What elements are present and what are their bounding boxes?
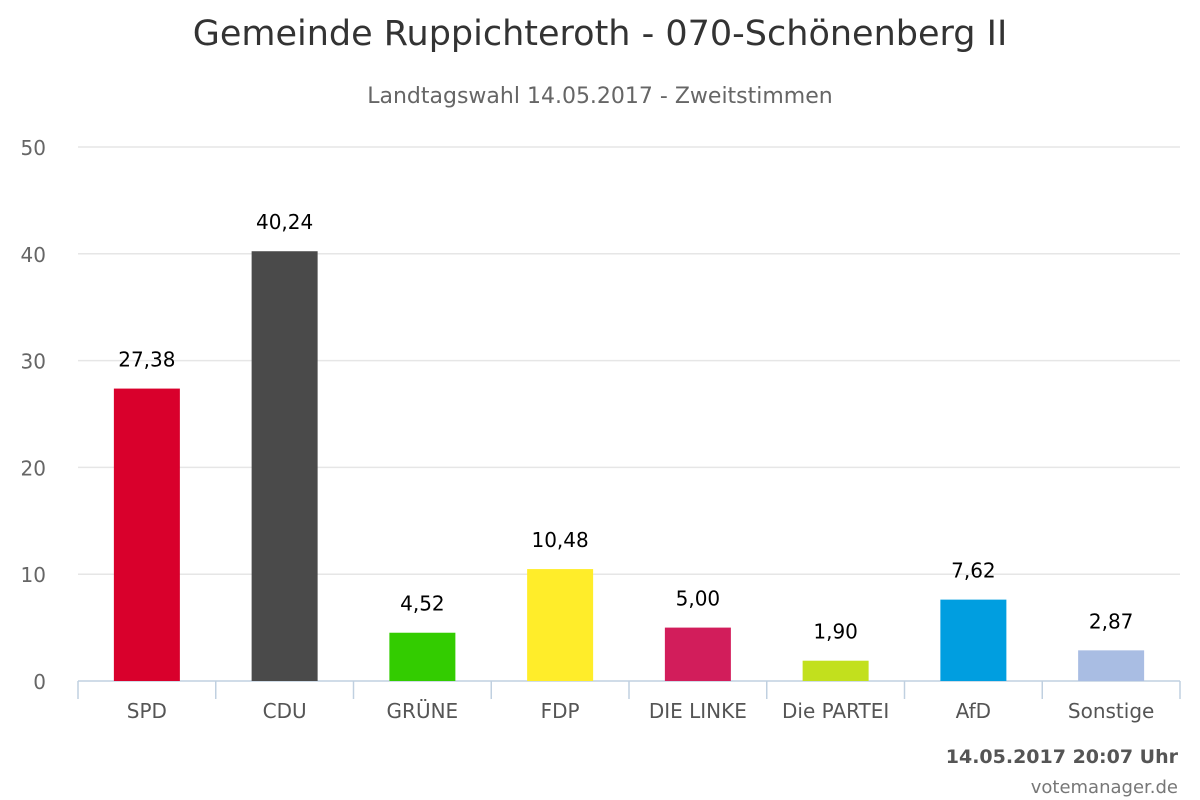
- data-label: 4,52: [400, 592, 445, 616]
- y-tick-label: 20: [21, 456, 46, 480]
- bar: [527, 569, 594, 681]
- bar: [664, 627, 731, 681]
- y-tick-label: 40: [21, 243, 46, 267]
- data-label: 40,24: [256, 210, 313, 234]
- data-label: 5,00: [676, 587, 721, 611]
- y-tick-label: 0: [33, 670, 46, 694]
- bar: [113, 388, 180, 681]
- chart-title: Gemeinde Ruppichteroth - 070-Schönenberg…: [192, 14, 1008, 54]
- bar: [802, 660, 869, 681]
- timestamp: 14.05.2017 20:07 Uhr: [945, 746, 1178, 768]
- x-tick-label: GRÜNE: [387, 699, 459, 723]
- x-tick-label: Sonstige: [1068, 699, 1154, 723]
- x-tick-label: FDP: [541, 699, 580, 723]
- x-tick-label: AfD: [956, 699, 991, 723]
- bar: [251, 251, 318, 681]
- data-label: 10,48: [531, 528, 588, 552]
- y-tick-label: 10: [21, 563, 46, 587]
- data-label: 7,62: [951, 559, 996, 583]
- y-tick-label: 30: [21, 350, 46, 374]
- credit-label: votemanager.de: [1030, 777, 1178, 798]
- x-tick-label: DIE LINKE: [649, 699, 747, 723]
- bar: [1078, 650, 1145, 681]
- data-label: 27,38: [118, 348, 175, 372]
- data-label: 2,87: [1089, 609, 1134, 633]
- bar: [389, 632, 456, 681]
- x-tick-label: SPD: [127, 699, 167, 723]
- y-tick-label: 50: [21, 136, 46, 160]
- bar: [940, 599, 1007, 681]
- chart-subtitle: Landtagswahl 14.05.2017 - Zweitstimmen: [367, 84, 833, 109]
- x-tick-label: Die PARTEI: [782, 699, 889, 723]
- x-tick-label: CDU: [263, 699, 307, 723]
- data-label: 1,90: [813, 620, 858, 644]
